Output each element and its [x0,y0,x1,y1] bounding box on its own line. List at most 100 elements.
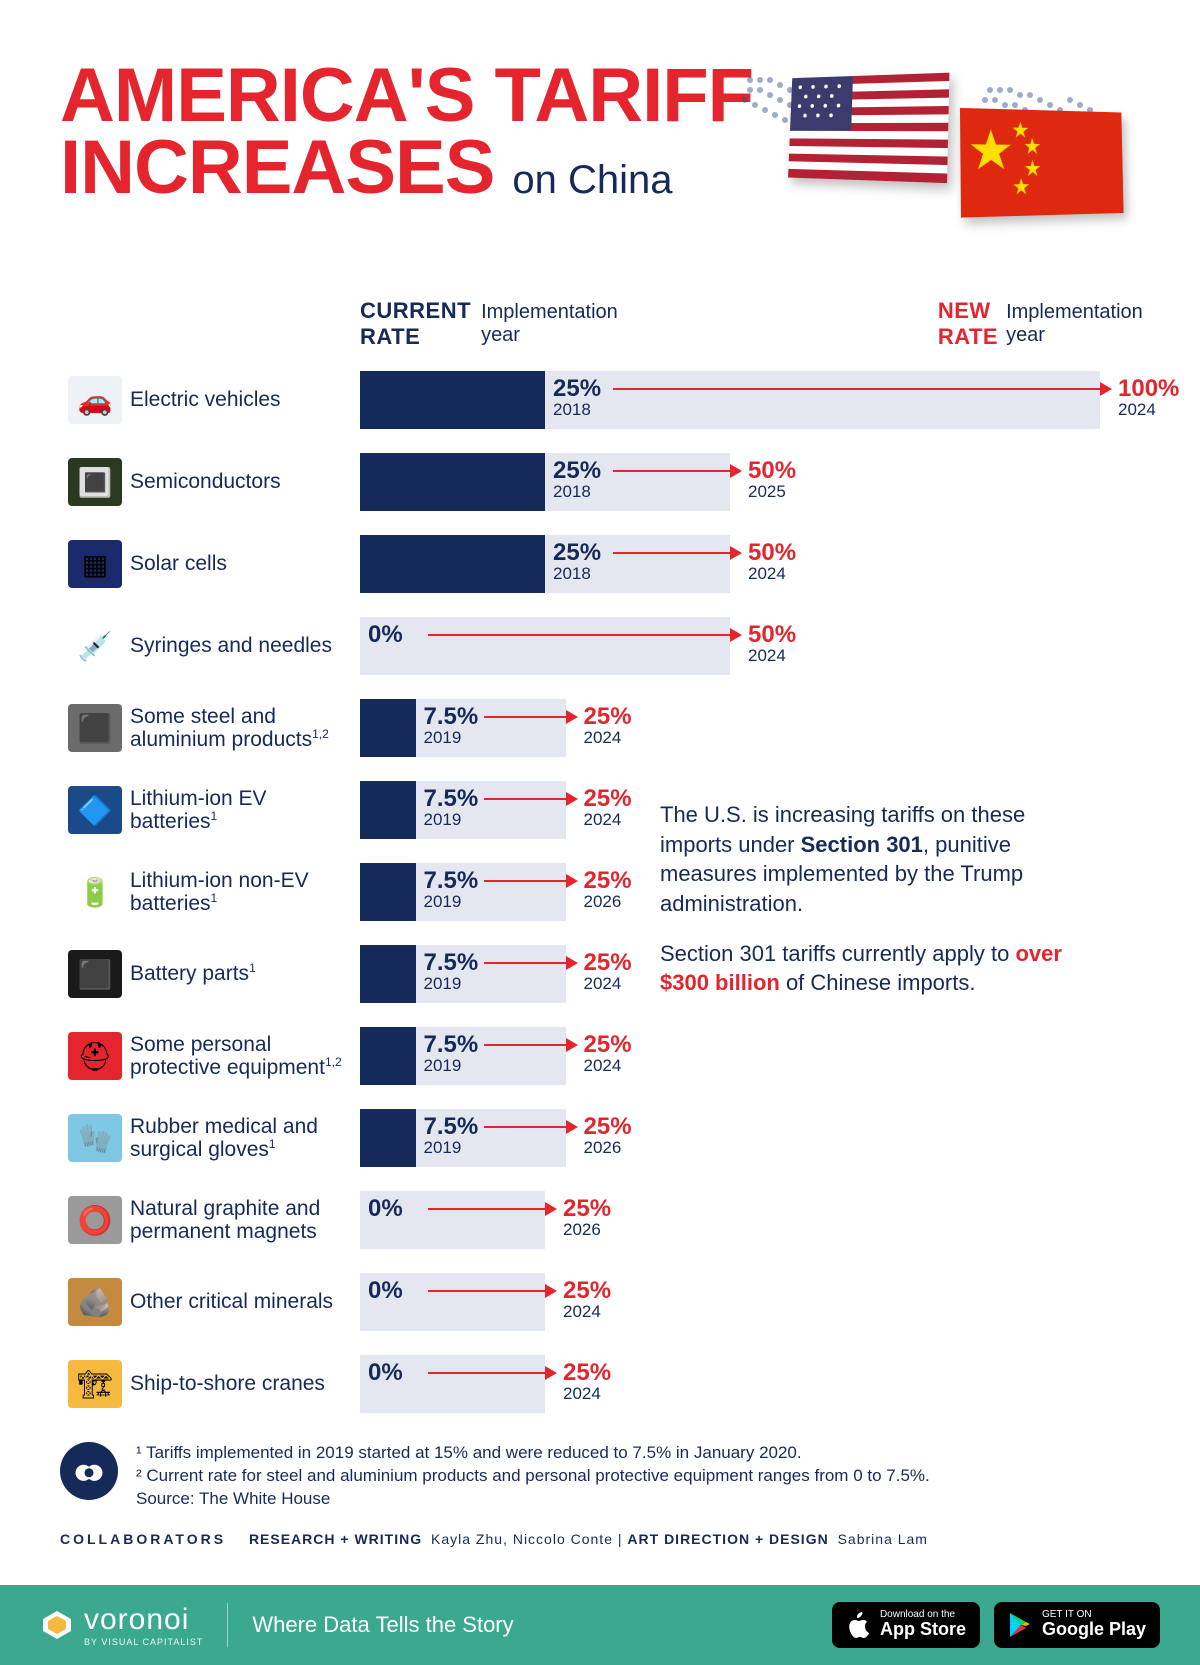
chart-row: ⭕ Natural graphite and permanent magnets… [60,1182,1140,1258]
row-label: Lithium-ion non-EV batteries1 [130,869,360,915]
appstore-bottom: App Store [880,1620,966,1640]
chart-row: 🏗 Ship-to-shore cranes 0% 25% 2024 [60,1346,1140,1422]
gplay-bottom: Google Play [1042,1620,1146,1640]
side-paragraph-1: The U.S. is increasing tariffs on these … [660,800,1100,919]
row-label: Syringes and needles [130,634,360,657]
new-value: 25% 2024 [584,951,632,992]
app-store-button[interactable]: Download on the App Store [832,1602,980,1648]
voronoi-logo-icon [40,1608,74,1642]
bar-dark [360,863,416,921]
row-label: Some steel and aluminium products1,2 [130,705,360,751]
google-play-button[interactable]: GET IT ON Google Play [994,1602,1160,1648]
row-icon-cell: 🧤 [60,1108,130,1168]
arrow-head-icon [566,1120,578,1134]
current-value: 7.5% 2019 [424,705,479,746]
row-label: Solar cells [130,552,360,575]
new-value: 50% 2024 [748,623,796,664]
arrow-line [484,716,566,718]
category-icon: ⭕ [68,1196,122,1244]
arrow-line [428,1290,545,1292]
bar-area: 25% 2018 50% 2024 [360,535,1140,593]
collab-design-label: ART DIRECTION + DESIGN [627,1531,828,1547]
legend-impl-year-1: Implementation year [481,301,618,347]
bar-dark [360,1109,416,1167]
row-label: Lithium-ion EV batteries1 [130,787,360,833]
header-graphic [670,40,1170,260]
arrow-line [484,1044,566,1046]
collaborators: COLLABORATORS RESEARCH + WRITING Kayla Z… [60,1531,1140,1547]
row-icon-cell: ⬛ [60,944,130,1004]
current-value: 7.5% 2019 [424,787,479,828]
row-icon-cell: 🔋 [60,862,130,922]
category-icon: ⬛ [68,950,122,998]
footnote-1: ¹ Tariffs implemented in 2019 started at… [136,1442,930,1465]
current-value: 25% 2018 [553,459,601,500]
bar-light [360,617,730,675]
title-line2: INCREASES [60,132,494,204]
legend: CURRENT RATE Implementation year NEW RAT… [360,298,1140,350]
legend-impl-year-2: Implementation year [1006,301,1143,347]
legend-new-rate: NEW RATE [938,298,998,350]
row-label: Ship-to-shore cranes [130,1372,360,1395]
arrow-head-icon [730,546,742,560]
arrow-line [484,962,566,964]
footnote-lines: ¹ Tariffs implemented in 2019 started at… [136,1442,930,1511]
collab-research-names: Kayla Zhu, Niccolo Conte [431,1531,613,1547]
google-play-icon [1008,1612,1032,1638]
row-label: Semiconductors [130,470,360,493]
row-icon-cell: ▦ [60,534,130,594]
infographic-page: AMERICA'S TARIFF INCREASES on China [0,0,1200,1547]
current-value: 7.5% 2019 [424,869,479,910]
arrow-line [428,1208,545,1210]
china-flag-icon [960,108,1124,218]
arrow-head-icon [566,710,578,724]
arrow-head-icon [730,628,742,642]
category-icon: 🔋 [68,868,122,916]
collab-label: COLLABORATORS [60,1531,226,1547]
category-icon: 🏗 [68,1360,122,1408]
bar-dark [360,371,545,429]
side-text-strong: Section 301 [801,832,923,857]
category-icon: ⬛ [68,704,122,752]
row-icon-cell: 🔳 [60,452,130,512]
current-value: 7.5% 2019 [424,951,479,992]
category-icon: 🧤 [68,1114,122,1162]
header: AMERICA'S TARIFF INCREASES on China [60,60,1140,290]
bar-dark [360,945,416,1003]
new-value: 25% 2024 [584,787,632,828]
footer: voronoi BY VISUAL CAPITALIST Where Data … [0,1585,1200,1665]
collab-design-names: Sabrina Lam [838,1531,928,1547]
current-value: 0% [368,1361,403,1385]
title-sub: on China [512,158,672,203]
category-icon: 🪨 [68,1278,122,1326]
us-flag-icon [788,73,949,183]
bar-dark [360,781,416,839]
side-text: The U.S. is increasing tariffs on these … [660,800,1100,1018]
new-value: 25% 2024 [563,1361,611,1402]
new-value: 25% 2026 [563,1197,611,1238]
arrow-line [428,1372,545,1374]
category-icon: 🔳 [68,458,122,506]
current-value: 7.5% 2019 [424,1033,479,1074]
category-icon: ▦ [68,540,122,588]
new-value: 25% 2024 [584,1033,632,1074]
row-icon-cell: ⭕ [60,1190,130,1250]
row-icon-cell: 💉 [60,616,130,676]
chart-row: 🔳 Semiconductors 25% 2018 50% 2025 [60,444,1140,520]
row-label: Rubber medical and surgical gloves1 [130,1115,360,1161]
current-value: 0% [368,1279,403,1303]
row-icon-cell: 🔷 [60,780,130,840]
chart-row: 🚗 Electric vehicles 25% 2018 100% 2024 [60,362,1140,438]
footer-tagline: Where Data Tells the Story [252,1612,513,1638]
bar-area: 7.5% 2019 25% 2024 [360,699,1140,757]
collab-research-label: RESEARCH + WRITING [249,1531,422,1547]
brand: voronoi BY VISUAL CAPITALIST [40,1603,203,1647]
bar-area: 25% 2018 50% 2025 [360,453,1140,511]
footnotes: ¹ Tariffs implemented in 2019 started at… [60,1442,1140,1511]
row-icon-cell: 🪨 [60,1272,130,1332]
bar-area: 7.5% 2019 25% 2026 [360,1109,1140,1167]
category-icon: 🚗 [68,376,122,424]
row-icon-cell: ⛑ [60,1026,130,1086]
current-value: 7.5% 2019 [424,1115,479,1156]
current-value: 25% 2018 [553,541,601,582]
